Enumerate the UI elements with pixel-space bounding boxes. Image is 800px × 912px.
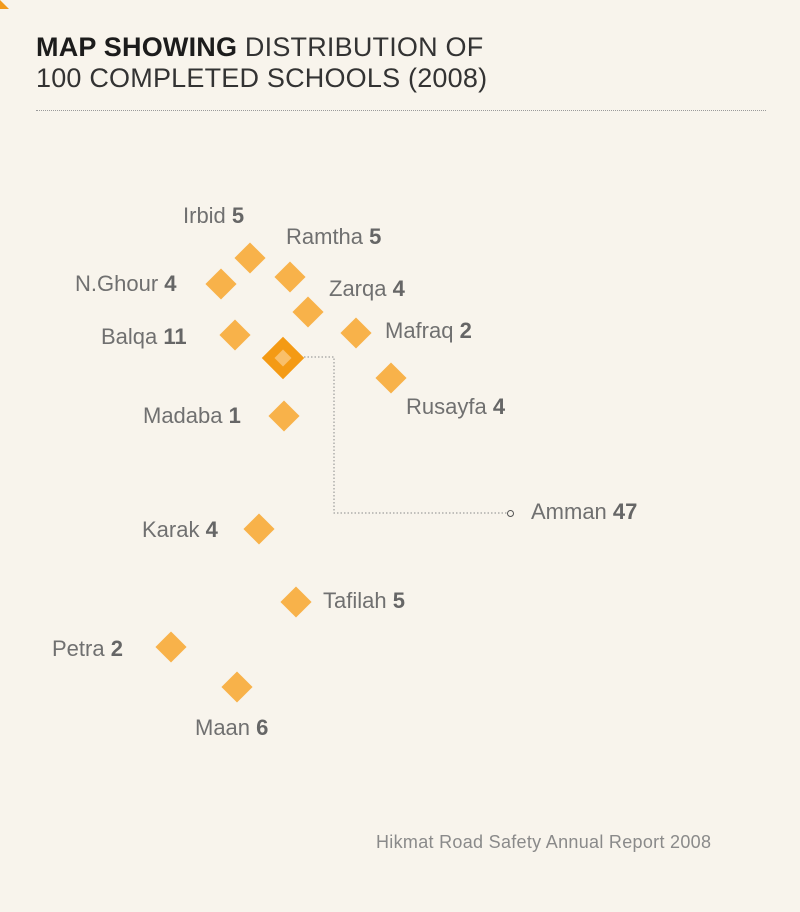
label-rusayfa: Rusayfa 4 xyxy=(406,394,505,420)
label-mafraq-name: Mafraq xyxy=(385,318,454,343)
label-irbid-name: Irbid xyxy=(183,203,226,228)
label-madaba: Madaba 1 xyxy=(143,403,241,429)
label-balqa-name: Balqa xyxy=(101,324,158,349)
label-madaba-name: Madaba xyxy=(143,403,223,428)
label-zarqa-count: 4 xyxy=(392,276,405,301)
map-title: MAP SHOWING DISTRIBUTION OF 100 COMPLETE… xyxy=(36,32,487,94)
label-zarqa: Zarqa 4 xyxy=(329,276,405,302)
label-madaba-count: 1 xyxy=(228,403,241,428)
label-mafraq: Mafraq 2 xyxy=(385,318,472,344)
corner-accent xyxy=(0,0,9,9)
source-credit: Hikmat Road Safety Annual Report 2008 xyxy=(376,832,712,852)
label-petra-count: 2 xyxy=(110,636,123,661)
label-ramtha: Ramtha 5 xyxy=(286,224,381,250)
label-rusayfa-name: Rusayfa xyxy=(406,394,487,419)
label-maan-name: Maan xyxy=(195,715,251,740)
label-tafilah: Tafilah 5 xyxy=(323,588,405,614)
label-balqa: Balqa 11 xyxy=(101,324,187,350)
label-amman: Amman 47 xyxy=(531,499,637,525)
label-maan-count: 6 xyxy=(256,715,269,740)
title-divider xyxy=(36,110,766,111)
label-karak-name: Karak xyxy=(142,517,200,542)
label-zarqa-name: Zarqa xyxy=(329,276,387,301)
label-irbid: Irbid 5 xyxy=(183,203,244,229)
label-balqa-count: 11 xyxy=(163,324,187,349)
title-line2: 100 COMPLETED SCHOOLS (2008) xyxy=(36,63,488,93)
label-mafraq-count: 2 xyxy=(459,318,472,343)
label-tafilah-count: 5 xyxy=(392,588,405,613)
label-nghour: N.Ghour 4 xyxy=(75,271,177,297)
label-amman-name: Amman xyxy=(531,499,607,524)
label-petra: Petra 2 xyxy=(52,636,123,662)
label-maan: Maan 6 xyxy=(195,715,268,741)
title-bold: MAP SHOWING xyxy=(36,32,238,62)
label-rusayfa-count: 4 xyxy=(492,394,506,419)
label-karak: Karak 4 xyxy=(142,517,218,543)
title-rest: DISTRIBUTION OF xyxy=(244,32,484,62)
label-amman-count: 47 xyxy=(612,499,638,524)
label-tafilah-name: Tafilah xyxy=(323,588,387,613)
label-karak-count: 4 xyxy=(205,517,218,542)
label-ramtha-count: 5 xyxy=(369,224,382,249)
label-ramtha-name: Ramtha xyxy=(286,224,364,249)
label-nghour-name: N.Ghour xyxy=(75,271,159,296)
label-petra-name: Petra xyxy=(52,636,105,661)
amman-leader-endpoint xyxy=(507,510,514,517)
label-nghour-count: 4 xyxy=(164,271,177,296)
label-irbid-count: 5 xyxy=(231,203,245,228)
